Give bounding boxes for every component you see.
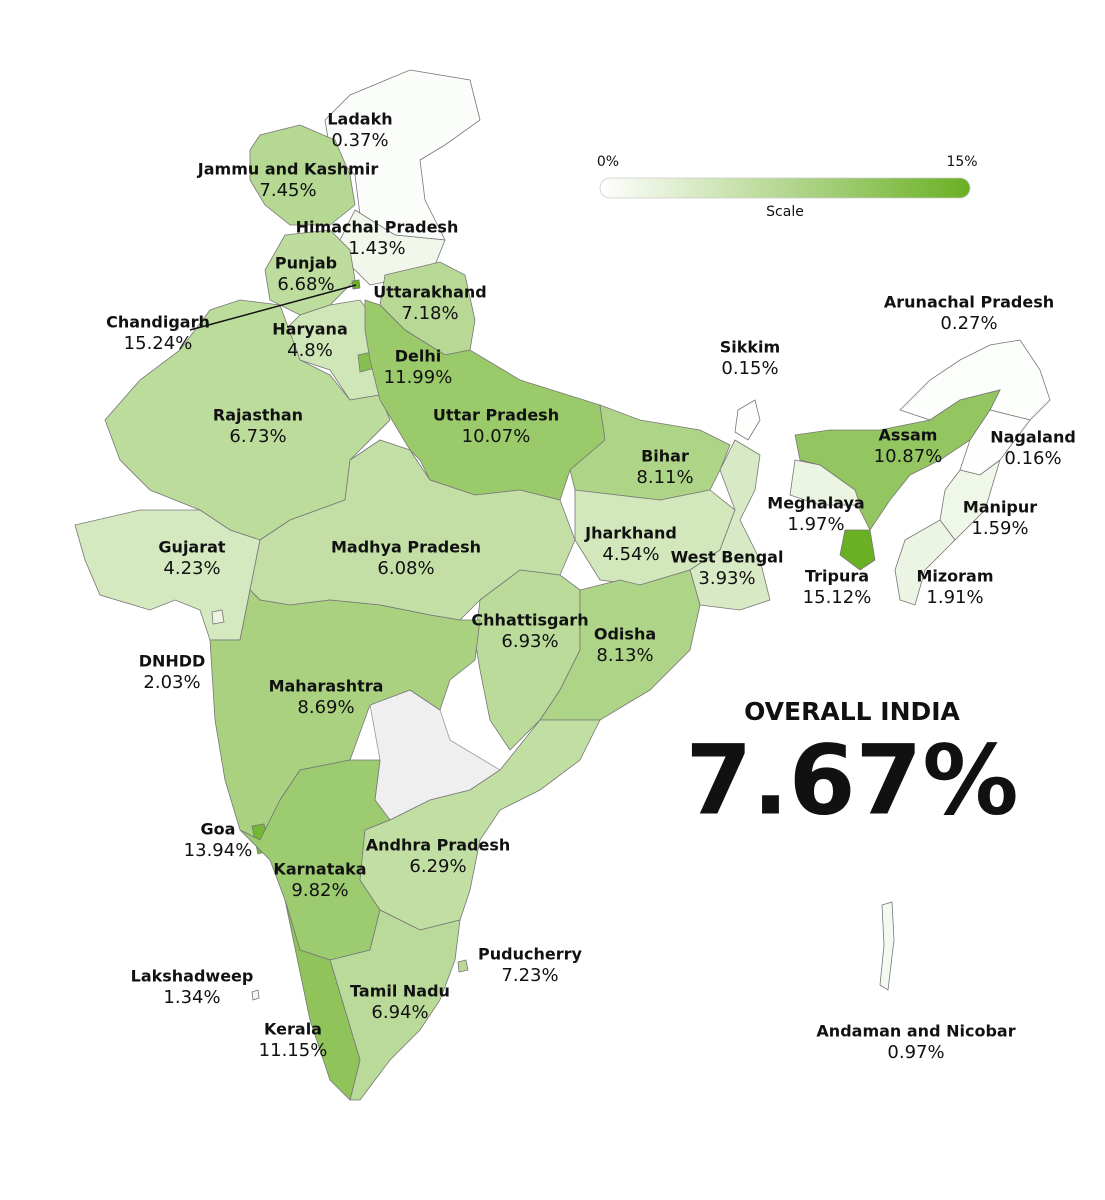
region [251,989,260,1001]
scale-title: Scale [766,204,804,220]
region-value: 1.43% [348,238,405,259]
region-value: 1.97% [787,514,844,535]
region-name: Tamil Nadu [350,982,450,1001]
region-value: 6.93% [501,631,558,652]
region [939,458,1001,541]
region [789,459,861,506]
region-value: 7.18% [401,303,458,324]
region-value: 2.03% [143,672,200,693]
region [457,959,469,973]
region-value: 0.16% [1004,448,1061,469]
region-name: Gujarat [158,538,225,557]
region [264,229,356,316]
region-name: Uttarakhand [373,283,486,302]
region [324,69,481,241]
region-name: Chandigarh [106,313,210,332]
region-name: Himachal Pradesh [296,218,459,237]
region [539,569,701,721]
scale-tick-label: 0% [597,154,619,170]
region-value: 3.93% [698,568,755,589]
region-value: 0.15% [721,358,778,379]
scale-tick-label: 15% [946,154,977,170]
region-name: Uttar Pradesh [433,406,559,425]
region-name: Bihar [641,447,689,466]
region-value: 8.11% [636,467,693,488]
region-name: Andaman and Nicobar [816,1022,1015,1041]
region-name: Arunachal Pradesh [884,293,1054,312]
region-name: Jammu and Kashmir [197,160,379,179]
region-name: Mizoram [916,567,993,586]
region-value: 4.54% [602,544,659,565]
region-value: 0.27% [940,313,997,334]
region-name: Kerala [264,1020,322,1039]
region-name: Madhya Pradesh [331,538,481,557]
region-name: West Bengal [671,548,784,567]
region-value: 6.29% [409,856,466,877]
region-value: 0.37% [331,130,388,151]
region-value: 6.94% [371,1002,428,1023]
region [284,899,361,1101]
region-value: 8.69% [297,697,354,718]
region-value: 10.07% [462,426,531,447]
region-value: 15.12% [803,587,872,608]
region [689,439,771,611]
region-value: 9.82% [291,880,348,901]
region-value: 7.45% [259,180,316,201]
region-value: 0.97% [887,1042,944,1063]
region-name: Meghalaya [767,494,864,513]
region-name: Manipur [963,498,1037,517]
region-value: 7.23% [501,965,558,986]
region-name: Puducherry [478,945,582,964]
region-value: 1.34% [163,987,220,1008]
summary-value: 7.67% [685,724,1018,836]
region [249,124,356,226]
region-name: Chhattisgarh [471,611,588,630]
region-value: 1.59% [971,518,1028,539]
region-name: Karnataka [273,860,366,879]
region-name: Haryana [272,320,348,339]
region-value: 1.91% [926,587,983,608]
summary-label: OVERALL INDIA [744,697,960,726]
region-value: 4.23% [163,558,220,579]
region [894,519,956,606]
region [351,279,361,290]
region-name: Jharkhand [584,524,677,543]
region-value: 11.15% [259,1040,328,1061]
region-name: Punjab [275,254,337,273]
region-name: Delhi [395,347,442,366]
region-value: 11.99% [384,367,453,388]
region-name: Odisha [594,625,656,644]
region-name: Lakshadweep [131,967,254,986]
region-name: Rajasthan [213,406,303,425]
region-value: 6.68% [277,274,334,295]
region-name: Nagaland [990,428,1076,447]
region [839,529,876,571]
region [359,719,601,931]
region-name: Ladakh [327,110,392,129]
region-name: Assam [879,426,938,445]
region-name: Tripura [805,567,869,586]
regions [74,69,1051,1101]
region-value: 6.73% [229,426,286,447]
region [734,399,761,441]
region-name: Goa [201,820,236,839]
region-name: Andhra Pradesh [366,836,511,855]
region-value: 15.24% [124,333,193,354]
leader-line [189,284,357,331]
region [879,901,895,991]
region-value: 8.13% [596,645,653,666]
region-name: Sikkim [720,338,780,357]
region-name: DNHDD [139,652,206,671]
region-value: 6.08% [377,558,434,579]
region [211,609,225,625]
color-scale [599,177,971,199]
region-value: 4.8% [287,340,333,361]
region-value: 10.87% [874,446,943,467]
region-name: Maharashtra [269,677,384,696]
region-value: 13.94% [184,840,253,861]
